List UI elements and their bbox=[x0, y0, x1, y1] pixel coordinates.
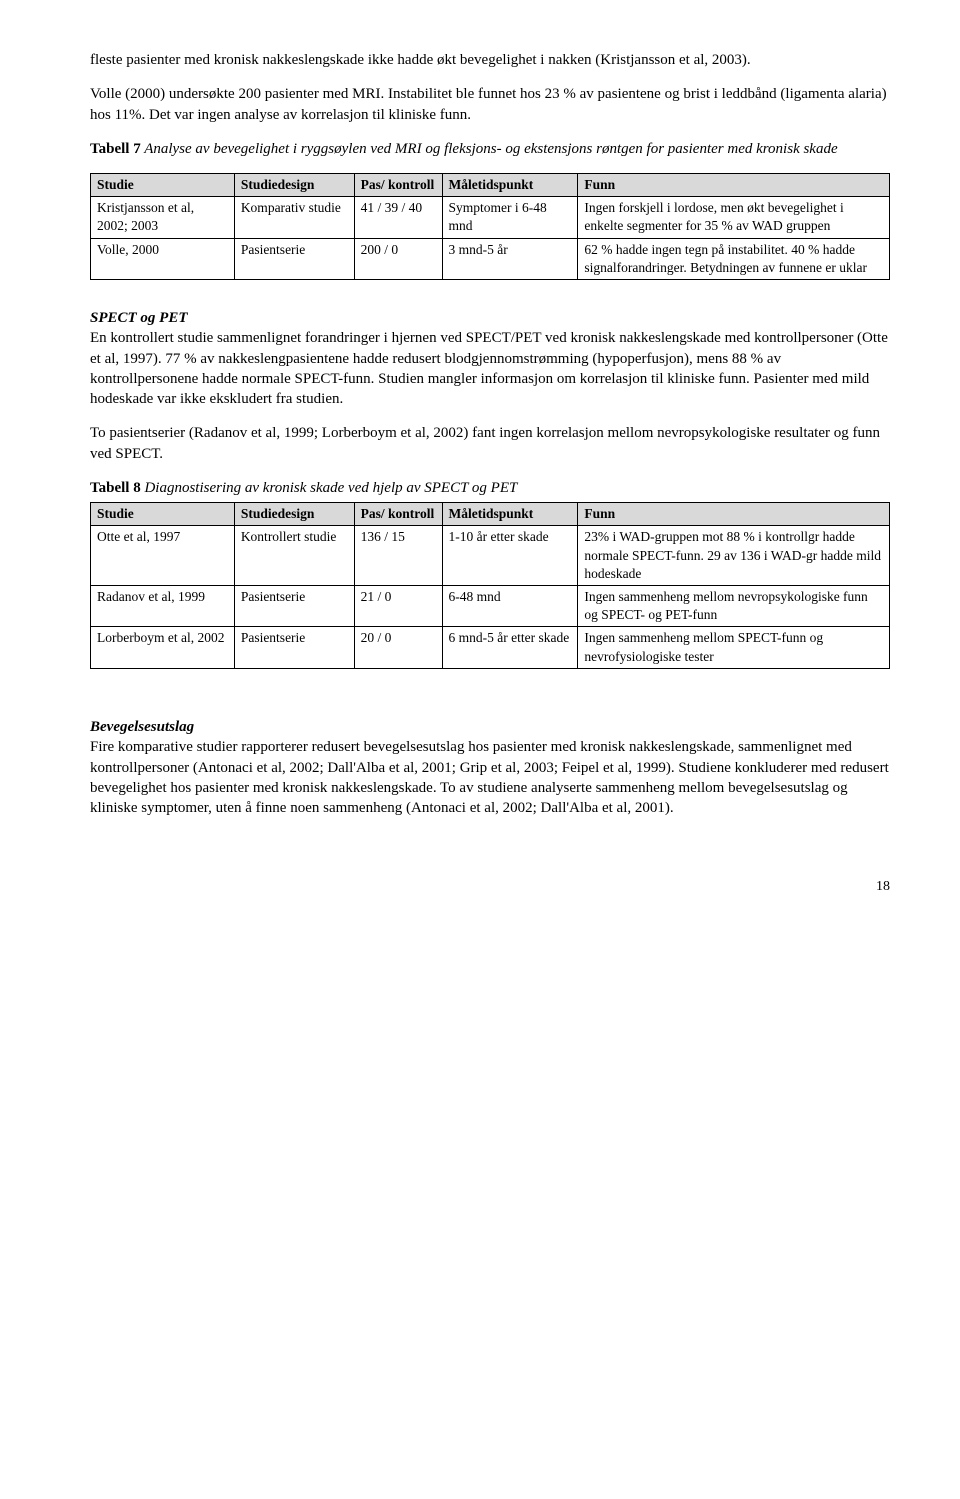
col-header: Studie bbox=[91, 174, 235, 197]
table8-caption: Tabell 8 Diagnostisering av kronisk skad… bbox=[90, 478, 890, 498]
table-row: Radanov et al, 1999 Pasientserie 21 / 0 … bbox=[91, 585, 890, 626]
cell: 23% i WAD-gruppen mot 88 % i kontrollgr … bbox=[578, 526, 890, 586]
table7-caption: Tabell 7 Analyse av bevegelighet i ryggs… bbox=[90, 139, 890, 159]
table-row: Volle, 2000 Pasientserie 200 / 0 3 mnd-5… bbox=[91, 238, 890, 279]
cell: 20 / 0 bbox=[354, 627, 442, 668]
table7: Studie Studiedesign Pas/ kontroll Måleti… bbox=[90, 173, 890, 280]
col-header: Studiedesign bbox=[234, 503, 354, 526]
cell: 1-10 år etter skade bbox=[442, 526, 578, 586]
cell: Symptomer i 6-48 mnd bbox=[442, 197, 578, 238]
cell: Radanov et al, 1999 bbox=[91, 585, 235, 626]
table-header-row: Studie Studiedesign Pas/ kontroll Måleti… bbox=[91, 503, 890, 526]
cell: 200 / 0 bbox=[354, 238, 442, 279]
paragraph: Volle (2000) undersøkte 200 pasienter me… bbox=[90, 84, 890, 125]
cell: Lorberboym et al, 2002 bbox=[91, 627, 235, 668]
cell: 6-48 mnd bbox=[442, 585, 578, 626]
col-header: Studie bbox=[91, 503, 235, 526]
col-header: Måletidspunkt bbox=[442, 503, 578, 526]
table-row: Otte et al, 1997 Kontrollert studie 136 … bbox=[91, 526, 890, 586]
col-header: Pas/ kontroll bbox=[354, 503, 442, 526]
cell: 3 mnd-5 år bbox=[442, 238, 578, 279]
section-heading-spect: SPECT og PET bbox=[90, 308, 890, 328]
table-caption-text: Analyse av bevegelighet i ryggsøylen ved… bbox=[141, 141, 838, 157]
col-header: Måletidspunkt bbox=[442, 174, 578, 197]
col-header: Funn bbox=[578, 174, 890, 197]
cell: 62 % hadde ingen tegn på instabilitet. 4… bbox=[578, 238, 890, 279]
table-caption-text: Diagnostisering av kronisk skade ved hje… bbox=[141, 480, 518, 496]
paragraph: Fire komparative studier rapporterer red… bbox=[90, 737, 890, 818]
table-label: Tabell 7 bbox=[90, 141, 141, 157]
col-header: Studiedesign bbox=[234, 174, 354, 197]
cell: Pasientserie bbox=[234, 627, 354, 668]
paragraph: fleste pasienter med kronisk nakkeslengs… bbox=[90, 50, 890, 70]
table-row: Lorberboym et al, 2002 Pasientserie 20 /… bbox=[91, 627, 890, 668]
col-header: Funn bbox=[578, 503, 890, 526]
table8: Studie Studiedesign Pas/ kontroll Måleti… bbox=[90, 502, 890, 669]
cell: Pasientserie bbox=[234, 585, 354, 626]
cell: Volle, 2000 bbox=[91, 238, 235, 279]
cell: Kontrollert studie bbox=[234, 526, 354, 586]
cell: Kristjansson et al, 2002; 2003 bbox=[91, 197, 235, 238]
cell: 41 / 39 / 40 bbox=[354, 197, 442, 238]
cell: 136 / 15 bbox=[354, 526, 442, 586]
cell: Komparativ studie bbox=[234, 197, 354, 238]
cell: 21 / 0 bbox=[354, 585, 442, 626]
cell: Otte et al, 1997 bbox=[91, 526, 235, 586]
cell: Pasientserie bbox=[234, 238, 354, 279]
paragraph: To pasientserier (Radanov et al, 1999; L… bbox=[90, 423, 890, 464]
cell: Ingen sammenheng mellom SPECT-funn og ne… bbox=[578, 627, 890, 668]
cell: 6 mnd-5 år etter skade bbox=[442, 627, 578, 668]
page-number: 18 bbox=[90, 878, 890, 897]
table-header-row: Studie Studiedesign Pas/ kontroll Måleti… bbox=[91, 174, 890, 197]
paragraph: En kontrollert studie sammenlignet foran… bbox=[90, 328, 890, 409]
cell: Ingen forskjell i lordose, men økt beveg… bbox=[578, 197, 890, 238]
col-header: Pas/ kontroll bbox=[354, 174, 442, 197]
cell: Ingen sammenheng mellom nevropsykologisk… bbox=[578, 585, 890, 626]
section-heading-beveg: Bevegelsesutslag bbox=[90, 717, 890, 737]
table-label: Tabell 8 bbox=[90, 480, 141, 496]
table-row: Kristjansson et al, 2002; 2003 Komparati… bbox=[91, 197, 890, 238]
